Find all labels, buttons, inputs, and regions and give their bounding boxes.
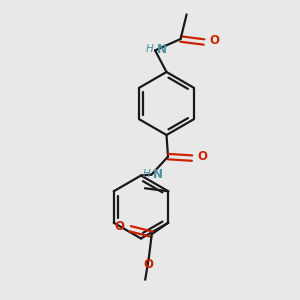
Text: O: O: [197, 150, 207, 164]
Text: H: H: [146, 44, 154, 54]
Text: N: N: [157, 43, 166, 56]
Text: O: O: [143, 258, 153, 272]
Text: H: H: [142, 169, 150, 179]
Text: O: O: [209, 34, 219, 47]
Text: O: O: [114, 220, 124, 233]
Text: N: N: [153, 167, 163, 181]
